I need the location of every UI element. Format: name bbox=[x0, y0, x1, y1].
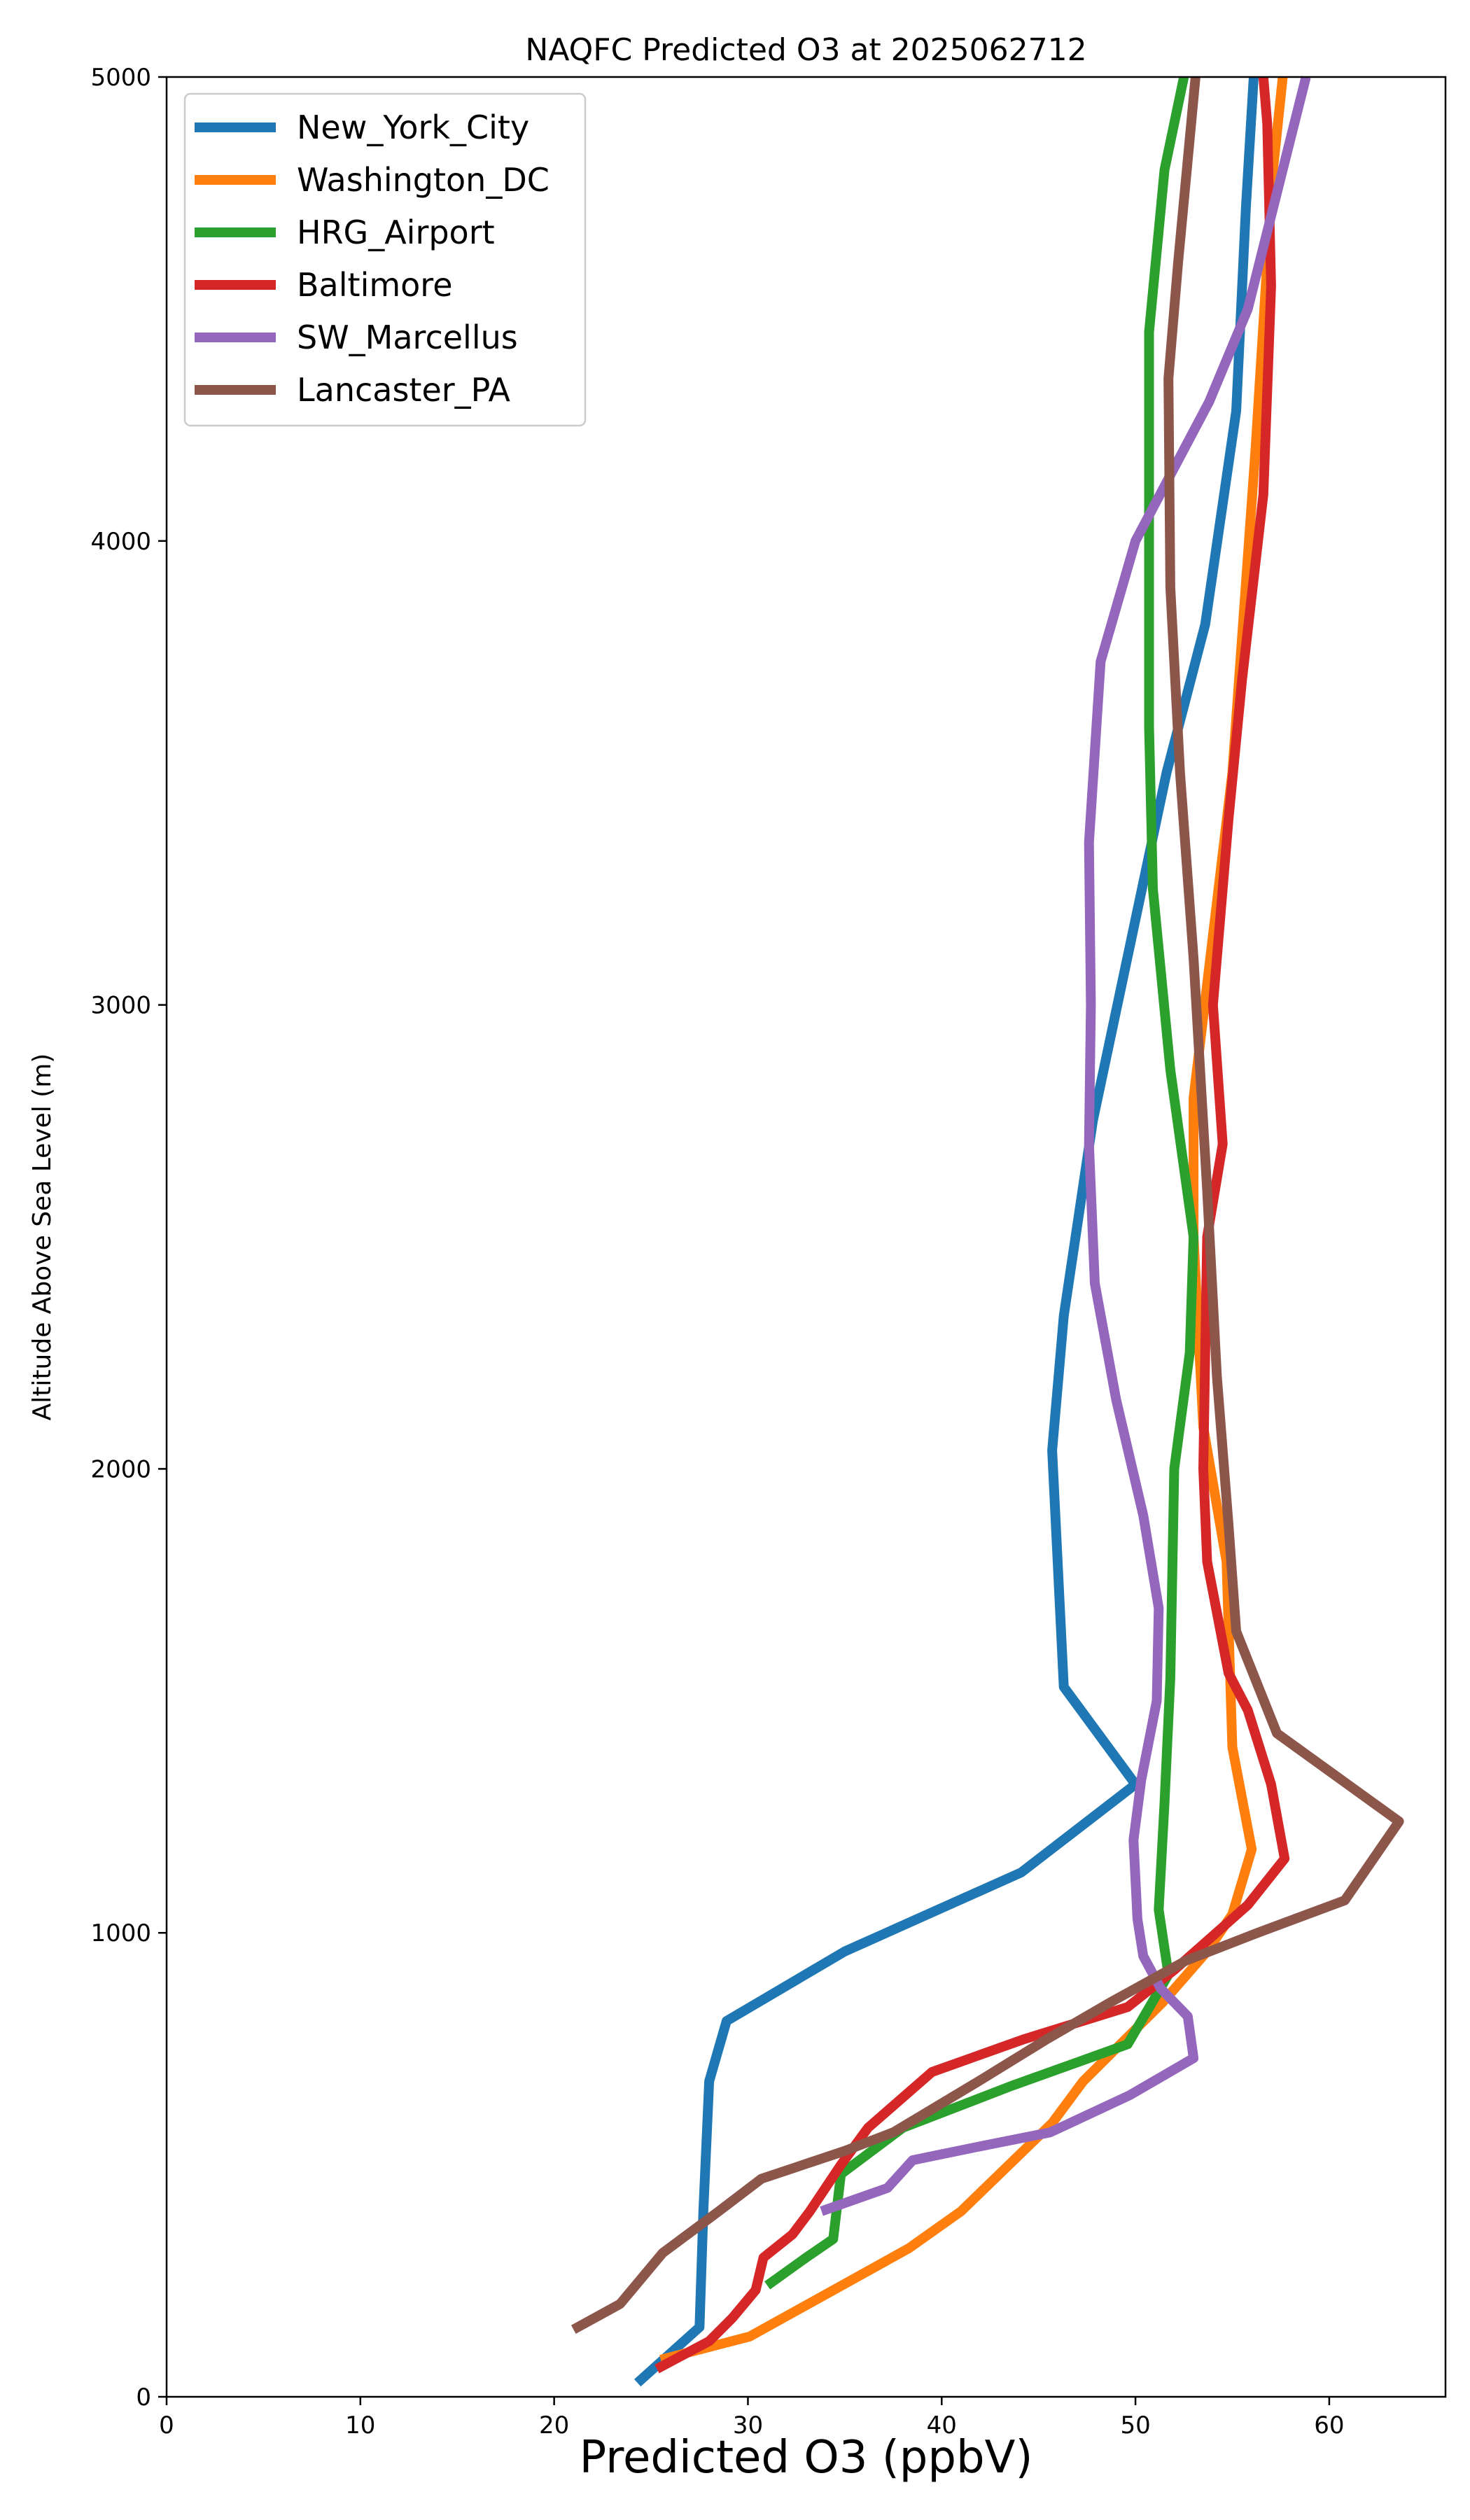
x-tick-label: 60 bbox=[1314, 2412, 1344, 2440]
x-tick-label: 20 bbox=[539, 2412, 569, 2440]
legend-label: Lancaster_PA bbox=[297, 371, 510, 409]
series-line-lancaster-pa bbox=[570, 76, 1404, 2334]
legend: New_York_City Washington_DC HRG_Airport Bal… bbox=[183, 92, 587, 427]
legend-box bbox=[183, 92, 587, 427]
y-tick-label: 4000 bbox=[90, 528, 151, 556]
x-axis-label: Predicted O3 (ppbV) bbox=[580, 2432, 1033, 2484]
legend-label: SW_Marcellus bbox=[297, 318, 518, 356]
y-tick-label: 3000 bbox=[90, 992, 151, 1020]
series-layer bbox=[570, 76, 1404, 2387]
series-line-sw-marcellus bbox=[820, 76, 1311, 2216]
plot-frame bbox=[165, 76, 1447, 2398]
chart-title: NAQFC Predicted O3 at 2025062712 bbox=[525, 32, 1086, 68]
x-tick-label: 0 bbox=[159, 2412, 174, 2440]
legend-label: HRG_Airport bbox=[297, 214, 495, 251]
y-tick-label: 1000 bbox=[90, 1919, 151, 1947]
x-tick-label: 50 bbox=[1120, 2412, 1150, 2440]
y-tick-label: 0 bbox=[136, 2384, 151, 2412]
x-axis: 0 10 20 30 40 50 60 bbox=[159, 2397, 1345, 2440]
y-tick-label: 2000 bbox=[90, 1455, 151, 1483]
y-tick-label: 5000 bbox=[90, 64, 151, 92]
legend-label: New_York_City bbox=[297, 108, 529, 146]
x-tick-label: 30 bbox=[733, 2412, 763, 2440]
series-line-hrg-airport bbox=[764, 76, 1199, 2290]
x-tick-label: 10 bbox=[345, 2412, 375, 2440]
legend-label: Washington_DC bbox=[297, 161, 550, 199]
series-line-new-york-city bbox=[634, 76, 1259, 2387]
series-line-baltimore bbox=[654, 76, 1290, 2374]
y-axis: 0 1000 2000 3000 4000 5000 bbox=[90, 64, 167, 2412]
x-tick-label: 40 bbox=[927, 2412, 957, 2440]
y-axis-label: Altitude Above Sea Level (m) bbox=[28, 1054, 57, 1421]
legend-label: Baltimore bbox=[297, 266, 453, 304]
